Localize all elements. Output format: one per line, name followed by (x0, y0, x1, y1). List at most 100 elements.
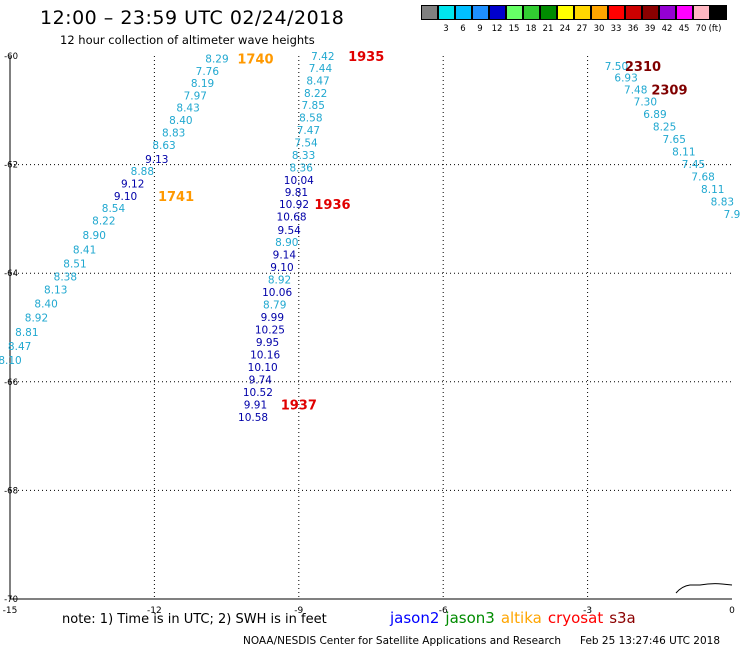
wave-height-value: 9.13 (145, 154, 168, 166)
legend-label: 6 (460, 24, 466, 34)
wave-height-value: 8.92 (25, 313, 48, 325)
wave-height-value: 7.50 (605, 61, 628, 73)
footer-note: note: 1) Time is in UTC; 2) SWH is in fe… (62, 612, 327, 627)
wave-height-value: 8.10 (0, 355, 22, 367)
satellite-altika: altika (500, 609, 542, 627)
legend-swatch (676, 5, 693, 20)
legend-swatch (642, 5, 659, 20)
x-tick-label: -12 (147, 606, 162, 616)
legend-label: 42 (661, 24, 673, 34)
wave-height-value: 8.51 (63, 258, 86, 270)
wave-height-value: 7.30 (634, 97, 657, 109)
satellite-jason2: jason2 (390, 609, 440, 627)
wave-height-value: 8.19 (191, 78, 214, 90)
wave-height-value: 7.97 (184, 91, 207, 103)
wave-height-value: 10.10 (248, 362, 278, 374)
y-tick-label: -64 (4, 269, 18, 279)
x-tick-label: -3 (583, 606, 592, 616)
pass-time-label: 1936 (314, 198, 350, 213)
legend-swatch (540, 5, 557, 20)
chart-title: 12:00 – 23:59 UTC 02/24/2018 (40, 7, 345, 29)
legend-label: 12 (491, 24, 503, 34)
wave-height-value: 10.58 (238, 412, 268, 424)
legend-label: 70 (695, 24, 707, 34)
legend-unit: (ft) (708, 24, 722, 34)
wave-height-value: 8.33 (292, 150, 315, 162)
legend-swatch (693, 5, 710, 20)
wave-height-value: 8.54 (102, 203, 126, 215)
wave-height-value: 7.65 (663, 134, 686, 146)
legend-swatch (438, 5, 455, 20)
wave-height-value: 8.11 (701, 184, 724, 196)
wave-height-value: 8.90 (275, 237, 298, 249)
wave-height-value: 8.47 (8, 341, 31, 353)
wave-height-value: 7.47 (297, 125, 320, 137)
wave-height-value: 8.40 (34, 299, 57, 311)
wave-height-value: 9.74 (249, 375, 273, 387)
legend-swatch (591, 5, 608, 20)
legend-swatch (710, 5, 727, 20)
wave-height-value: 9.81 (285, 187, 308, 199)
wave-height-value: 7.45 (682, 159, 705, 171)
wave-height-value: 7.48 (624, 85, 647, 97)
y-tick-label: -60 (4, 52, 18, 62)
wave-height-value: 9.14 (273, 250, 297, 262)
legend-swatch (455, 5, 472, 20)
y-tick-label: -68 (4, 486, 18, 496)
wave-height-value: 9.12 (121, 179, 144, 191)
pass-time-label: 2310 (625, 60, 661, 75)
wave-height-value: 10.06 (262, 287, 292, 299)
wave-height-value: 8.79 (263, 300, 286, 312)
satellite-cryosat: cryosat (547, 609, 604, 627)
pass-time-label: 2309 (651, 84, 687, 99)
satellite-jason3: jason3 (445, 609, 495, 627)
legend-label: 3 (443, 24, 449, 34)
legend-swatch (472, 5, 489, 20)
wave-height-value: 6.89 (643, 109, 666, 121)
wave-height-value: 7.54 (294, 137, 318, 149)
wave-height-value: 6.93 (614, 73, 637, 85)
wave-height-value: 7.85 (302, 100, 325, 112)
legend-swatch (659, 5, 676, 20)
wave-height-value: 8.83 (711, 197, 734, 209)
wave-height-value: 8.90 (83, 230, 106, 242)
y-tick-label: -70 (4, 595, 18, 605)
pass-time-label: 1741 (158, 190, 194, 205)
wave-height-value: 9.54 (277, 225, 301, 237)
wave-height-value: 8.92 (268, 275, 291, 287)
wave-height-value: 10.04 (284, 175, 314, 187)
wave-height-value: 7.42 (311, 51, 334, 63)
legend-label: 24 (559, 24, 571, 34)
wave-height-value: 8.41 (73, 244, 96, 256)
wave-height-value: 8.29 (205, 54, 228, 66)
wave-height-value: 10.25 (255, 325, 285, 337)
y-tick-label: -66 (4, 378, 18, 388)
wave-height-value: 8.63 (152, 140, 175, 152)
wave-height-value: 9.91 (244, 400, 267, 412)
legend-swatch (489, 5, 506, 20)
wave-height-value: 8.11 (672, 147, 695, 159)
legend-swatch (574, 5, 591, 20)
x-tick-label: -6 (439, 606, 448, 616)
legend-swatch (523, 5, 540, 20)
legend-label: 36 (627, 24, 639, 34)
pass-time-label: 1740 (237, 53, 273, 68)
wave-height-value: 10.92 (279, 199, 309, 211)
wave-height-value: 8.22 (92, 216, 115, 228)
x-tick-label: -15 (3, 606, 18, 616)
wave-height-value: 7.9 (724, 209, 740, 221)
credit-text: NOAA/NESDIS Center for Satellite Applica… (243, 635, 561, 647)
wave-height-value: 9.10 (270, 262, 293, 274)
pass-time-label: 1935 (348, 50, 384, 65)
wave-height-value: 7.76 (196, 66, 220, 78)
wave-height-value: 7.68 (691, 172, 714, 184)
legend-label: 9 (477, 24, 483, 34)
timestamp-text: Feb 25 13:27:46 UTC 2018 (580, 635, 720, 647)
legend-swatch (557, 5, 574, 20)
legend-label: 33 (610, 24, 622, 34)
wave-height-value: 8.47 (306, 75, 329, 87)
legend-swatch (506, 5, 523, 20)
x-tick-label: -9 (294, 606, 303, 616)
legend-swatch (608, 5, 625, 20)
